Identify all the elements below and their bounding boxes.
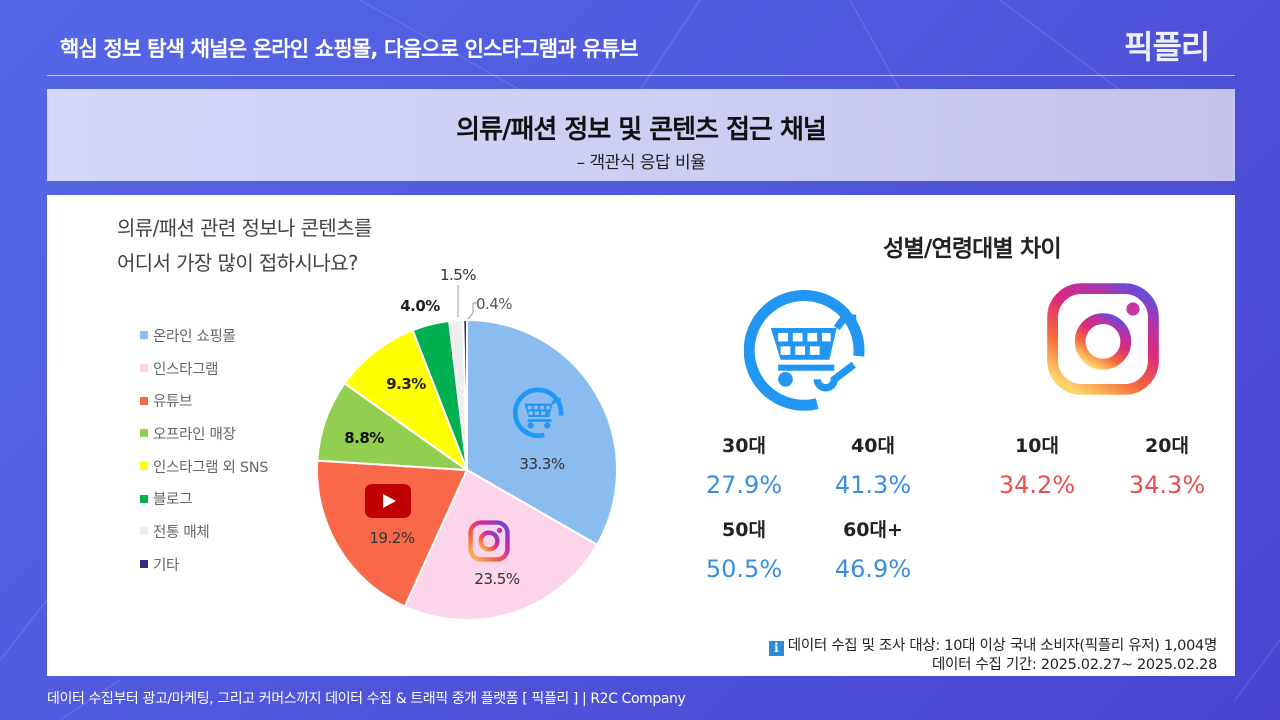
shopping-cart-at-icon	[513, 387, 564, 438]
survey-question: 의류/패션 관련 정보나 콘텐츠를 어디서 가장 많이 접하시나요?	[117, 211, 372, 281]
age-label-10s: 10대	[1015, 435, 1059, 457]
legend-item: 인스타그램	[140, 352, 268, 385]
pie-slice	[316, 459, 469, 608]
legend-swatch	[140, 560, 148, 569]
section-header: 의류/패션 정보 및 콘텐츠 접근 채널 – 객관식 응답 비율	[47, 89, 1235, 181]
legend-swatch	[140, 364, 148, 373]
legend-label: 인스타그램	[153, 361, 219, 378]
section-subtitle: – 객관식 응답 비율	[576, 153, 706, 173]
legend-swatch	[140, 429, 148, 438]
shopping-cart-at-icon	[744, 289, 865, 411]
shopping-value-50s: 50.5%	[705, 555, 783, 583]
brand-logo: 픽플리	[1124, 28, 1210, 66]
pie-label-instagram: 23.5%	[474, 570, 520, 588]
age-label-40s: 40대	[851, 435, 895, 457]
header-divider	[47, 75, 1235, 76]
survey-note: i 데이터 수집 및 조사 대상: 10대 이상 국내 소비자(픽플리 유저) 1…	[768, 637, 1218, 675]
legend-item: 전통 매체	[140, 515, 268, 548]
section-title: 의류/패션 정보 및 콘텐츠 접근 채널	[456, 115, 827, 145]
legend-label: 오프라인 매장	[153, 426, 236, 443]
page-headline: 핵심 정보 탐색 채널은 온라인 쇼핑몰, 다음으로 인스타그램과 유튜브	[60, 37, 639, 61]
pie-label-youtube: 19.2%	[369, 529, 415, 547]
age-label-60s-plus: 60대+	[843, 519, 903, 541]
age-label-50s: 50대	[722, 519, 766, 541]
legend-label: 유튜브	[153, 394, 193, 411]
pie-slice	[466, 318, 618, 547]
shopping-value-30s: 27.9%	[705, 471, 783, 499]
legend-swatch	[140, 396, 148, 405]
legend-item: 오프라인 매장	[140, 417, 268, 450]
pie-slice	[462, 318, 468, 471]
demographic-title: 성별/연령대별 차이	[883, 236, 1062, 262]
pie-chart-svg	[316, 285, 618, 621]
legend-item: 기타	[140, 548, 268, 581]
legend-label: 블로그	[153, 492, 193, 509]
note-period: 데이터 수집 기간: 2025.02.27~ 2025.02.28	[932, 657, 1217, 673]
instagram-icon	[1047, 283, 1159, 395]
shopping-value-40s: 41.3%	[834, 471, 912, 499]
instagram-value-20s: 34.3%	[1128, 471, 1206, 499]
instagram-icon	[468, 520, 510, 562]
instagram-value-10s: 34.2%	[998, 471, 1076, 499]
pie-label-online: 33.3%	[519, 455, 565, 473]
info-icon: i	[768, 641, 784, 656]
pie-label-traditional: 1.5%	[439, 266, 477, 284]
shopping-value-60s-plus: 46.9%	[834, 555, 912, 583]
pie-chart: 33.3% 23.5% 19.2% 8.8% 9.3% 4.0% 1.5% 0.…	[47, 195, 687, 676]
youtube-icon	[365, 484, 411, 518]
legend-swatch	[140, 331, 148, 340]
pie-label-blog: 4.0%	[400, 297, 440, 315]
question-line-2: 어디서 가장 많이 접하시나요?	[117, 251, 358, 275]
legend-label: 전통 매체	[153, 524, 210, 541]
legend-item: 인스타그램 외 SNS	[140, 450, 269, 483]
legend-swatch	[140, 494, 148, 503]
question-line-1: 의류/패션 관련 정보나 콘텐츠를	[117, 216, 372, 240]
legend-item: 온라인 쇼핑몰	[140, 319, 268, 352]
note-target: 데이터 수집 및 조사 대상: 10대 이상 국내 소비자(픽플리 유저) 1,…	[787, 638, 1218, 654]
legend-label: 기타	[153, 557, 180, 574]
legend-swatch	[140, 462, 148, 471]
legend-label: 온라인 쇼핑몰	[153, 328, 236, 345]
pie-slice	[403, 468, 599, 621]
pie-label-offline: 8.8%	[344, 429, 384, 447]
legend-item: 유튜브	[140, 384, 268, 417]
legend-swatch	[140, 527, 148, 536]
pie-slice	[316, 381, 471, 472]
leader-line	[467, 302, 479, 320]
legend-label: 인스타그램 외 SNS	[153, 459, 269, 476]
footer-text: 데이터 수집부터 광고/마케팅, 그리고 커머스까지 데이터 수집 & 트래픽 …	[47, 691, 686, 707]
content-panel: 의류/패션 관련 정보나 콘텐츠를 어디서 가장 많이 접하시나요? 온라인 쇼…	[47, 195, 1235, 676]
pie-label-etc: 0.4%	[475, 295, 513, 313]
age-label-30s: 30대	[722, 435, 766, 457]
age-label-20s: 20대	[1145, 435, 1189, 457]
legend-item: 블로그	[140, 482, 268, 515]
pie-label-other-sns: 9.3%	[386, 375, 426, 393]
pie-slice	[343, 328, 470, 473]
